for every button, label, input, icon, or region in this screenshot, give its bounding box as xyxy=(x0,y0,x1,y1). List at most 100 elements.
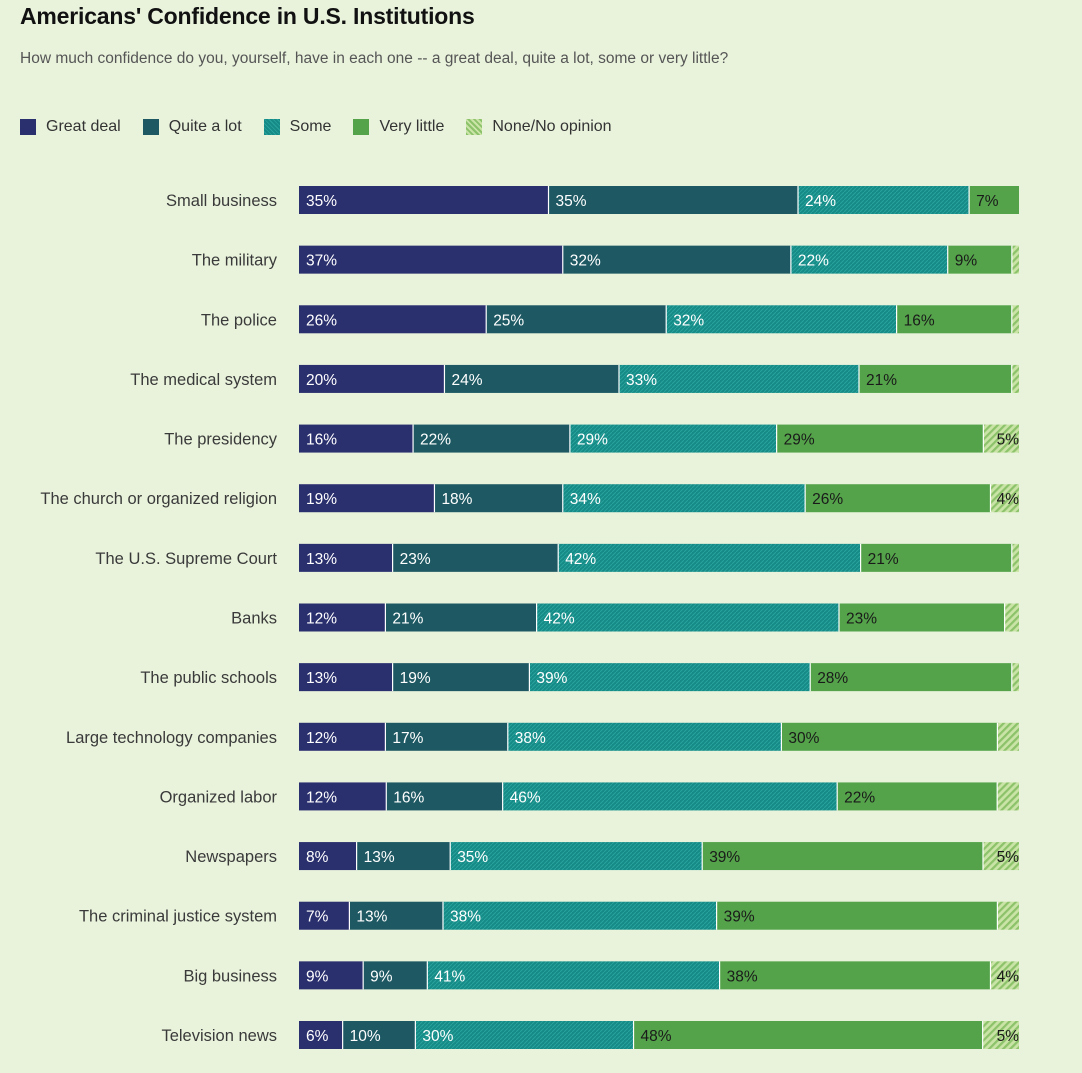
value-label: 22% xyxy=(420,432,451,449)
value-label: 23% xyxy=(846,611,877,628)
value-label: 13% xyxy=(356,909,387,926)
legend-label: Very little xyxy=(379,118,445,135)
bar-segment-some xyxy=(562,484,806,513)
bar-segment-very-little xyxy=(839,603,1005,632)
bar-segment-great-deal xyxy=(299,663,393,692)
bar-segment-none-no-opinion xyxy=(1011,364,1019,393)
value-label: 5% xyxy=(997,1028,1020,1045)
category-label: Big business xyxy=(183,967,277,985)
category-label: The police xyxy=(201,311,277,329)
value-label: 6% xyxy=(306,1028,329,1045)
value-label: 23% xyxy=(400,551,431,568)
bar-segment-none-no-opinion xyxy=(997,782,1019,811)
bar-row-banks: Banks 12% 21% 42% 23% xyxy=(231,603,1019,632)
legend-item-some: Some xyxy=(263,118,331,136)
legend-item-none-no-opinion: None/No opinion xyxy=(466,118,612,136)
bar-segment-some xyxy=(666,305,897,334)
value-label: 17% xyxy=(392,730,423,747)
category-label: The public schools xyxy=(140,669,277,687)
bar-segment-quite-a-lot xyxy=(548,186,799,214)
value-label: 16% xyxy=(306,432,337,449)
value-label: 13% xyxy=(306,670,337,687)
value-label: 21% xyxy=(868,551,899,568)
value-label: 39% xyxy=(709,849,740,866)
bar-segment-very-little xyxy=(810,663,1012,692)
bar-segment-very-little xyxy=(805,484,991,513)
bar-segment-none-no-opinion xyxy=(990,961,1019,990)
bar-segment-none-no-opinion xyxy=(997,901,1019,930)
category-label: Small business xyxy=(166,192,277,210)
legend: Great deal Quite a lot Some Very little None… xyxy=(20,118,634,136)
bar-segment-great-deal xyxy=(299,782,387,811)
value-label: 19% xyxy=(400,670,431,687)
bar-segment-some xyxy=(427,961,720,990)
bar-segment-quite-a-lot xyxy=(363,961,428,990)
bar-segment-very-little xyxy=(969,186,1019,214)
bar-segment-quite-a-lot xyxy=(392,663,530,692)
bar-row-the-medical-system: The medical system 20% 24% 33% 21% xyxy=(130,364,1019,393)
bar-segment-quite-a-lot xyxy=(342,1021,416,1049)
bar-segment-none-no-opinion xyxy=(983,842,1019,871)
value-label: 8% xyxy=(306,849,329,866)
value-label: 38% xyxy=(727,968,758,985)
bar-segment-none-no-opinion xyxy=(1011,543,1019,572)
value-label: 39% xyxy=(536,670,567,687)
bar-segment-very-little xyxy=(859,364,1012,393)
bar-row-the-criminal-justice-system: The criminal justice system 7% 13% 38% 39% xyxy=(79,901,1019,930)
bar-segment-some xyxy=(443,901,717,930)
bar-segment-great-deal xyxy=(299,961,364,990)
bar-segment-none-no-opinion xyxy=(1011,305,1019,334)
chart-title: Americans' Confidence in U.S. Institutio… xyxy=(20,3,475,29)
value-label: 48% xyxy=(641,1028,672,1045)
value-label: 22% xyxy=(844,789,875,806)
legend-swatch xyxy=(20,119,36,135)
value-label: 5% xyxy=(997,849,1020,866)
bar-segment-great-deal xyxy=(299,484,435,513)
value-label: 21% xyxy=(866,372,897,389)
bar-segment-none-no-opinion xyxy=(1011,663,1019,692)
value-label: 13% xyxy=(306,551,337,568)
value-label: 32% xyxy=(570,253,601,270)
bar-segment-none-no-opinion xyxy=(982,1021,1019,1049)
bar-segment-none-no-opinion xyxy=(997,722,1019,751)
bar-row-the-presidency: The presidency 16% 22% 29% 29% 5% xyxy=(164,424,1020,453)
bar-row-organized-labor: Organized labor 12% 16% 46% 22% xyxy=(160,782,1019,811)
value-label: 9% xyxy=(370,968,393,985)
bar-segment-quite-a-lot xyxy=(386,782,503,811)
bar-segment-some xyxy=(798,186,970,214)
value-label: 21% xyxy=(392,611,423,628)
bar-segment-great-deal xyxy=(299,245,563,274)
value-label: 24% xyxy=(805,193,836,210)
bar-row-the-police: The police 26% 25% 32% 16% xyxy=(201,305,1019,334)
value-label: 37% xyxy=(306,253,337,270)
bar-row-the-church-or-organized-religion: The church or organized religion 19% 18% 34… xyxy=(40,484,1019,513)
bar-segment-great-deal xyxy=(299,1021,343,1049)
bar-segment-some xyxy=(450,842,703,871)
value-label: 30% xyxy=(422,1028,453,1045)
bar-segment-quite-a-lot xyxy=(434,484,563,513)
value-label: 5% xyxy=(997,432,1020,449)
value-label: 32% xyxy=(673,312,704,329)
legend-swatch xyxy=(263,119,280,135)
value-label: 12% xyxy=(306,730,337,747)
bar-segment-some xyxy=(569,424,777,453)
bar-segment-quite-a-lot xyxy=(486,305,667,334)
bar-segment-great-deal xyxy=(299,424,414,453)
category-label: The military xyxy=(192,252,278,270)
legend-label: None/No opinion xyxy=(492,118,612,135)
category-label: The criminal justice system xyxy=(79,908,277,926)
value-label: 38% xyxy=(515,730,546,747)
bar-segment-quite-a-lot xyxy=(413,424,570,453)
bar-segment-great-deal xyxy=(299,603,386,632)
bar-segment-quite-a-lot xyxy=(385,603,537,632)
value-label: 7% xyxy=(976,193,999,210)
bar-segment-very-little xyxy=(947,245,1012,274)
bar-segment-great-deal xyxy=(299,305,487,334)
category-label: Large technology companies xyxy=(66,729,277,747)
chart-subtitle: How much confidence do you, yourself, ha… xyxy=(20,50,729,67)
bar-row-large-technology-companies: Large technology companies 12% 17% 38% 30% xyxy=(66,722,1019,751)
bar-segment-some xyxy=(536,603,839,632)
bar-segment-some xyxy=(529,663,811,692)
value-label: 7% xyxy=(306,909,329,926)
legend-swatch xyxy=(353,119,370,135)
